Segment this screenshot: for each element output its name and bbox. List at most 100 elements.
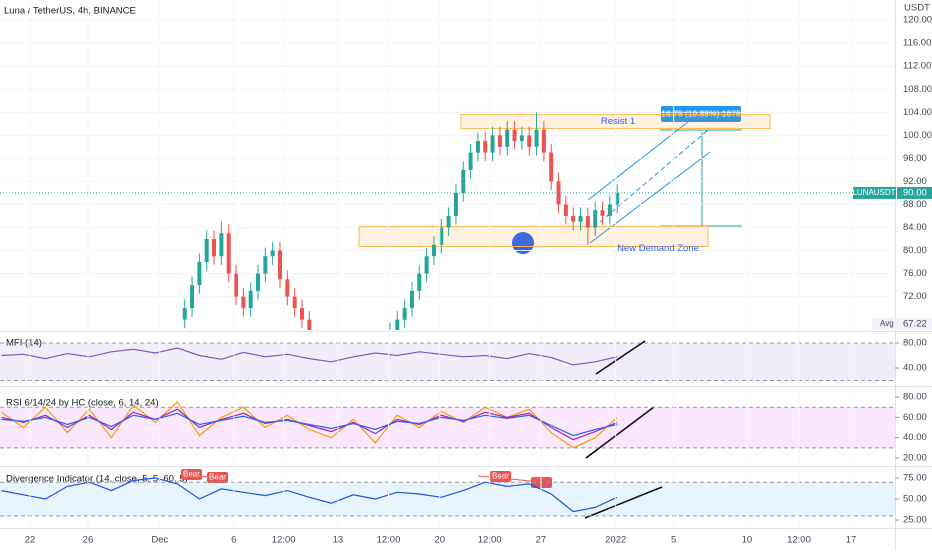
x-tick-label: 10 xyxy=(742,535,753,546)
candle-body xyxy=(424,256,429,274)
candle-body xyxy=(395,319,400,330)
candle-body xyxy=(571,215,576,222)
x-tick-label: 2022 xyxy=(605,535,626,546)
candle-body xyxy=(483,141,488,153)
y-tick-label: 84.00 xyxy=(903,222,927,233)
x-tick-label: 12:00 xyxy=(272,535,296,546)
candle-body xyxy=(541,129,546,153)
avg-title: Avg xyxy=(880,319,894,328)
avg-tag xyxy=(872,318,932,330)
zone-label: New Demand Zone xyxy=(617,243,699,254)
candle-body xyxy=(527,135,532,147)
pane xyxy=(0,342,895,381)
x-tick-label: 12:00 xyxy=(478,535,502,546)
candle-body xyxy=(270,250,275,257)
y-tick-label: 40.00 xyxy=(903,363,927,374)
x-tick-label: 27 xyxy=(536,535,547,546)
y-tick-label: 92.00 xyxy=(903,176,927,187)
candle-body xyxy=(256,273,261,291)
candle-body xyxy=(241,296,246,309)
pane-title: Divergence Indicator (14, close, 5, 5, 6… xyxy=(6,474,188,485)
x-tick-label: 26 xyxy=(83,535,94,546)
y-tick-label: 120.00 xyxy=(903,15,932,26)
x-tick-label: 13 xyxy=(333,535,344,546)
y-tick-label: 60.00 xyxy=(903,412,927,423)
symbol-tag xyxy=(853,186,896,199)
x-tick-label: 20 xyxy=(435,535,446,546)
candle-body xyxy=(197,262,202,286)
candle-body xyxy=(299,308,304,320)
indicator-line xyxy=(1,408,618,441)
symbol-title: Luna / TetherUS, 4h, BINANCE xyxy=(4,6,136,17)
y-tick-label: 76.00 xyxy=(903,268,927,279)
candle-body xyxy=(490,135,495,153)
avg-label: 67.22 xyxy=(903,319,927,330)
candle-body xyxy=(600,210,605,216)
candle-body xyxy=(307,319,312,330)
candle-body xyxy=(204,239,209,263)
y-tick-label: 112.00 xyxy=(903,61,931,72)
candle-body xyxy=(263,256,268,274)
signal-box xyxy=(207,472,228,483)
x-tick-label: 22 xyxy=(25,535,36,546)
candle-body xyxy=(607,204,612,216)
signal-box xyxy=(181,469,202,480)
candle-body xyxy=(461,169,466,193)
candle-body xyxy=(578,215,583,222)
x-tick-label: 6 xyxy=(231,535,236,546)
signal-label: Bear xyxy=(183,470,200,479)
candle-body xyxy=(190,285,195,309)
candle-body xyxy=(563,204,568,216)
y-tick-label: 88.00 xyxy=(903,199,927,210)
y-tick-label: 72.00 xyxy=(903,291,927,302)
candle-body xyxy=(292,296,297,309)
pane xyxy=(0,19,895,330)
candle-body xyxy=(285,279,290,297)
candle-body xyxy=(409,290,414,309)
x-tick-label: 12:00 xyxy=(787,535,811,546)
pane-title: RSI 6/14/24 by HC (close, 6, 14, 24) xyxy=(6,398,159,409)
indicator-line xyxy=(1,401,618,449)
candle-body xyxy=(182,308,187,320)
candle-body xyxy=(453,192,458,216)
y-tick-label: 50.00 xyxy=(903,494,927,505)
candle-body xyxy=(431,244,436,257)
candle-body xyxy=(278,250,283,280)
y-tick-label: 75.00 xyxy=(903,473,927,484)
band xyxy=(0,407,895,448)
candle-body xyxy=(417,273,422,291)
y-tick-label: 25.00 xyxy=(903,515,927,526)
symbol-label: LUNAUSDT xyxy=(852,188,895,197)
candle-body xyxy=(468,152,473,170)
signal-label: Bear xyxy=(209,473,226,482)
pane xyxy=(0,477,895,517)
signal-box xyxy=(490,471,511,482)
y-tick-label: 100.00 xyxy=(903,130,932,141)
candle-body xyxy=(512,129,517,142)
measure-label: 16.75 (19.88%) 1675 xyxy=(661,108,741,118)
y-tick-label: 116.00 xyxy=(903,38,931,49)
candle-body xyxy=(439,227,444,245)
y-tick-label: 104.00 xyxy=(903,107,932,118)
y-tick-label: 80.00 xyxy=(903,338,927,349)
candle-body xyxy=(593,210,598,228)
y-tick-label: 96.00 xyxy=(903,153,927,164)
price-tag xyxy=(897,186,932,199)
pane xyxy=(0,401,895,449)
zone xyxy=(358,225,709,247)
candle-body xyxy=(226,233,231,274)
y-tick-label: 20.00 xyxy=(903,453,927,464)
y-tick-label: 80.00 xyxy=(903,245,927,256)
x-tick-label: Dec xyxy=(151,535,168,546)
candle-body xyxy=(534,129,539,147)
y-tick-label: 80.00 xyxy=(903,392,927,403)
candle-body xyxy=(219,233,224,257)
candle-body xyxy=(497,135,502,147)
candle-body xyxy=(475,141,480,153)
band xyxy=(0,482,895,516)
indicator-line xyxy=(1,347,618,366)
measure-box xyxy=(661,106,741,122)
candle-body xyxy=(549,152,554,182)
